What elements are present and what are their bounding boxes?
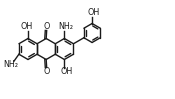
Text: OH: OH	[88, 8, 100, 17]
Text: OH: OH	[21, 22, 33, 31]
Text: NH₂: NH₂	[58, 22, 73, 31]
Text: NH₂: NH₂	[3, 60, 18, 69]
Text: OH: OH	[60, 67, 72, 76]
Text: O: O	[44, 22, 50, 31]
Text: O: O	[44, 67, 50, 76]
